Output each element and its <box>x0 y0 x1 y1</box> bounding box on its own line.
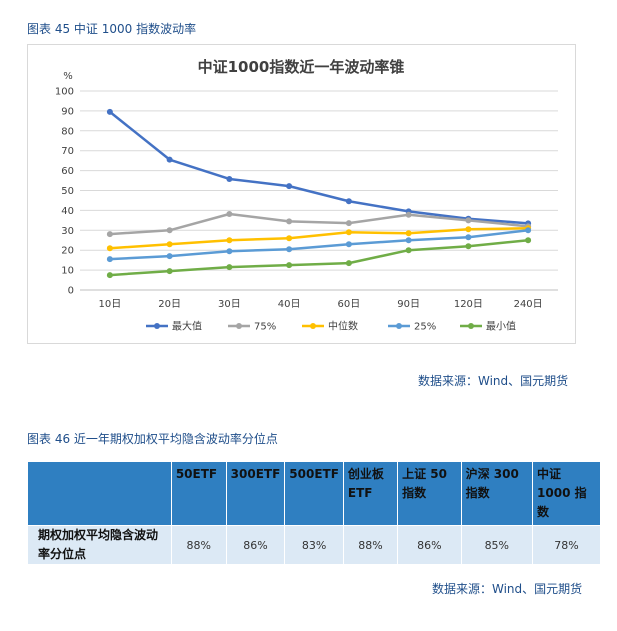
data-point <box>106 272 113 279</box>
header-500etf: 500ETF <box>284 462 344 526</box>
data-point <box>345 260 352 267</box>
y-axis-unit: % <box>63 71 73 82</box>
data-point <box>465 226 472 233</box>
data-point <box>106 245 113 252</box>
legend-marker <box>396 323 402 329</box>
series-line-1 <box>109 212 529 236</box>
y-tick-label: 70 <box>61 146 74 157</box>
y-tick-label: 30 <box>61 226 74 237</box>
legend-label: 最大值 <box>172 320 202 333</box>
x-tick-label: 240日 <box>514 299 543 310</box>
header-sse50: 上证 50 指数 <box>397 462 462 526</box>
legend-marker <box>468 323 474 329</box>
value-500etf: 83% <box>284 525 344 565</box>
y-tick-label: 80 <box>61 126 74 137</box>
y-tick-label: 50 <box>61 186 74 197</box>
x-tick-label: 20日 <box>158 299 181 310</box>
legend-label: 中位数 <box>328 320 358 333</box>
data-point <box>226 264 233 271</box>
header-chinext-etf: 创业板ETF <box>343 462 399 526</box>
y-tick-label: 60 <box>61 166 74 177</box>
volatility-cone-chart: 中证1000指数近一年波动率锥% 0 10 20 30 40 50 60 70 80 90 100 10… <box>27 44 576 344</box>
series-line-0 <box>109 110 529 225</box>
value-300etf: 86% <box>225 525 286 565</box>
data-point <box>286 183 293 190</box>
header-empty <box>27 462 172 526</box>
data-point <box>345 220 352 227</box>
data-point <box>226 210 233 217</box>
y-tick-label: 40 <box>61 206 74 217</box>
data-point <box>106 256 113 263</box>
data-point <box>286 235 293 242</box>
data-point <box>405 230 412 237</box>
figure-45-source: 数据来源：Wind、国元期货 <box>418 374 569 388</box>
y-tick-label: 90 <box>61 106 74 117</box>
series-line-2 <box>109 227 529 250</box>
data-point <box>286 218 293 225</box>
data-point <box>465 217 472 224</box>
series-line-3 <box>109 229 529 261</box>
series-line-4 <box>109 239 529 277</box>
x-tick-label: 60日 <box>338 299 361 310</box>
legend-marker <box>310 323 316 329</box>
data-point <box>166 253 173 260</box>
header-50etf: 50ETF <box>171 462 227 526</box>
y-tick-label: 20 <box>61 246 74 257</box>
volatility-cone-svg: 中证1000指数近一年波动率锥% 0 10 20 30 40 50 60 70 80 90 100 10… <box>55 58 558 333</box>
data-point <box>465 243 472 250</box>
figure-46-caption: 图表 46 近一年期权加权平均隐含波动率分位点 <box>27 432 278 446</box>
data-point <box>345 241 352 248</box>
implied-vol-percentile-table: 50ETF 300ETF 500ETF 创业板ETF 上证 50 指数 沪深 3… <box>27 462 601 565</box>
chart-title: 中证1000指数近一年波动率锥 <box>198 58 405 76</box>
legend-label: 最小值 <box>486 320 516 333</box>
header-csi300: 沪深 300 指数 <box>461 462 534 526</box>
x-tick-label: 30日 <box>218 299 241 310</box>
legend-marker <box>236 323 242 329</box>
value-50etf: 88% <box>170 525 227 565</box>
data-point <box>226 237 233 244</box>
data-point <box>166 227 173 234</box>
table-row: 期权加权平均隐含波动率分位点 88% 86% 83% 88% 86% 85% 7… <box>27 525 601 565</box>
data-point <box>465 234 472 241</box>
data-point <box>405 247 412 254</box>
legend-label: 25% <box>414 322 436 333</box>
value-csi300: 85% <box>460 525 534 565</box>
value-csi1000: 78% <box>532 525 601 565</box>
data-point <box>525 227 532 234</box>
data-point <box>525 237 532 244</box>
legend-label: 75% <box>254 322 276 333</box>
value-chinext-etf: 88% <box>342 525 399 565</box>
data-point <box>166 241 173 248</box>
header-300etf: 300ETF <box>226 462 286 526</box>
data-point <box>166 268 173 275</box>
x-tick-label: 120日 <box>454 299 483 310</box>
data-point <box>226 175 233 182</box>
data-point <box>286 262 293 269</box>
data-point <box>166 156 173 163</box>
data-point <box>286 246 293 253</box>
figure-45-caption: 图表 45 中证 1000 指数波动率 <box>27 22 197 36</box>
value-sse50: 86% <box>397 525 462 565</box>
data-point <box>106 108 113 115</box>
row-label: 期权加权平均隐含波动率分位点 <box>27 525 172 565</box>
data-point <box>405 237 412 244</box>
x-tick-label: 10日 <box>99 299 122 310</box>
table-header-row: 50ETF 300ETF 500ETF 创业板ETF 上证 50 指数 沪深 3… <box>27 462 601 526</box>
header-csi1000: 中证 1000 指数 <box>532 462 601 526</box>
data-point <box>405 211 412 218</box>
data-point <box>106 231 113 238</box>
x-tick-label: 40日 <box>278 299 301 310</box>
figure-46-source: 数据来源：Wind、国元期货 <box>432 582 583 596</box>
data-point <box>345 229 352 236</box>
y-tick-label: 100 <box>55 87 74 98</box>
x-tick-label: 90日 <box>397 299 420 310</box>
legend-marker <box>154 323 160 329</box>
y-tick-label: 0 <box>68 286 74 297</box>
y-tick-label: 10 <box>61 266 74 277</box>
data-point <box>345 198 352 205</box>
data-point <box>226 248 233 255</box>
